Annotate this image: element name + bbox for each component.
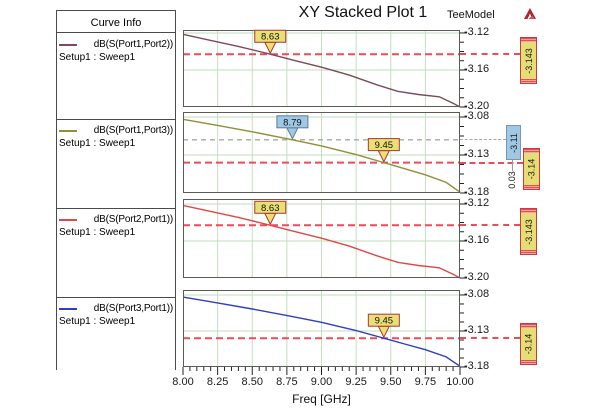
curve-label: dB(S(Port1,Port2)) [93,39,173,50]
plot-border [183,290,460,367]
marker-line-extension [460,53,520,56]
marker-value-box[interactable]: -3.143 [520,208,537,255]
marker-value-box[interactable]: -3.11 [506,125,521,160]
x-tick-label: 8.75 [276,376,298,388]
curve-line[interactable] [182,33,461,108]
y-tick-label: -3.20 [464,100,490,112]
legend-entry-row: dB(S(Port1,Port2)) [57,34,175,50]
y-tick-label: -3.16 [464,233,490,246]
curve-sweep-label: Setup1 : Sweep1 [59,316,136,327]
plot-3: 8.63 [182,199,467,279]
curve-line[interactable] [182,296,461,367]
marker-box[interactable] [367,313,400,327]
x-axis-title: Freq [GHz] [292,392,351,406]
legend-title: Curve Info [57,11,175,33]
marker-value-box[interactable]: -3.14 [520,323,537,365]
marker-value-box[interactable]: -3.143 [520,37,537,84]
marker-box[interactable] [254,200,287,214]
model-label: TeeModel [447,9,495,21]
x-tick-label: 9.25 [345,376,367,388]
plot-title: XY Stacked Plot 1 [298,4,428,21]
x-tick-label: 8.25 [206,376,229,388]
curve-label: dB(S(Port3,Port1)) [93,303,173,314]
curve-color-swatch [59,129,77,132]
delta-label: 0.03 [507,170,517,189]
legend-entry-1[interactable]: dB(S(Port1,Port2)) Setup1 : Sweep1 [57,34,175,119]
y-tick-label: -3.16 [464,62,490,75]
x-axis [182,367,461,375]
x-tick-label: 10.00 [446,376,474,388]
y-tick-label: -3.08 [464,110,490,122]
legend-panel: Curve Info dB(S(Port1,Port2)) Setup1 : Sw… [56,10,176,371]
curve-sweep-label: Setup1 : Sweep1 [59,52,136,63]
y-tick-label: -3.13 [464,148,490,160]
marker-label: 9.45 [375,140,394,151]
x-tick-label: 8.00 [172,376,194,388]
marker-box[interactable] [276,115,309,129]
delta-stem [512,157,513,171]
plot-border [183,30,460,107]
marker-label: 8.79 [283,117,302,128]
y-tick-label: -3.13 [464,323,490,336]
marker-line-extension [460,224,520,227]
plot-2: 8.79 9.45 [182,112,467,194]
x-tick-label: 9.50 [380,376,402,388]
marker-box[interactable] [367,138,400,152]
marker-label: 8.63 [261,32,280,43]
legend-entry-row: dB(S(Port2,Port1)) [57,209,175,225]
legend-entry-4[interactable]: dB(S(Port3,Port1)) Setup1 : Sweep1 [57,297,175,371]
marker-line-extension [460,337,520,340]
curve-color-swatch [59,43,77,46]
plot-border [183,112,460,193]
curve-line[interactable] [182,118,461,193]
legend-entry-row: dB(S(Port3,Port1)) [57,298,175,314]
marker-line-extension [460,138,506,140]
y-tick-label: -3.12 [464,25,490,38]
y-tick-label: -3.20 [464,271,490,283]
plot-1: 8.63 [182,29,467,108]
marker-label: 8.63 [261,203,280,214]
marker-line-extension [460,161,523,164]
curve-color-swatch [59,218,77,221]
curve-color-swatch [59,307,77,310]
ansys-logo-icon [524,8,536,19]
curve-label: dB(S(Port2,Port1)) [93,214,173,225]
curve-sweep-label: Setup1 : Sweep1 [59,138,136,149]
y-tick-label: -3.18 [464,186,490,198]
legend-entry-2[interactable]: dB(S(Port1,Port3)) Setup1 : Sweep1 [57,119,175,208]
plot-4: 9.45 [182,290,467,368]
plot-border [183,199,460,278]
marker-label: 9.45 [375,316,394,327]
y-tick-label: -3.08 [464,287,490,300]
marker-value-box[interactable]: -3.14 [523,148,540,190]
marker-box[interactable] [254,29,287,43]
y-tick-label: -3.12 [464,196,490,209]
x-tick-label: 9.75 [414,376,437,388]
legend-entry-3[interactable]: dB(S(Port2,Port1)) Setup1 : Sweep1 [57,208,175,297]
x-tick-label: 8.50 [241,376,263,388]
curve-line[interactable] [182,204,461,279]
x-tick-label: 9.00 [310,376,333,388]
curve-sweep-label: Setup1 : Sweep1 [59,227,136,238]
curve-label: dB(S(Port1,Port3)) [93,125,173,136]
legend-entry-row: dB(S(Port1,Port3)) [57,120,175,136]
y-tick-label: -3.18 [464,360,490,372]
